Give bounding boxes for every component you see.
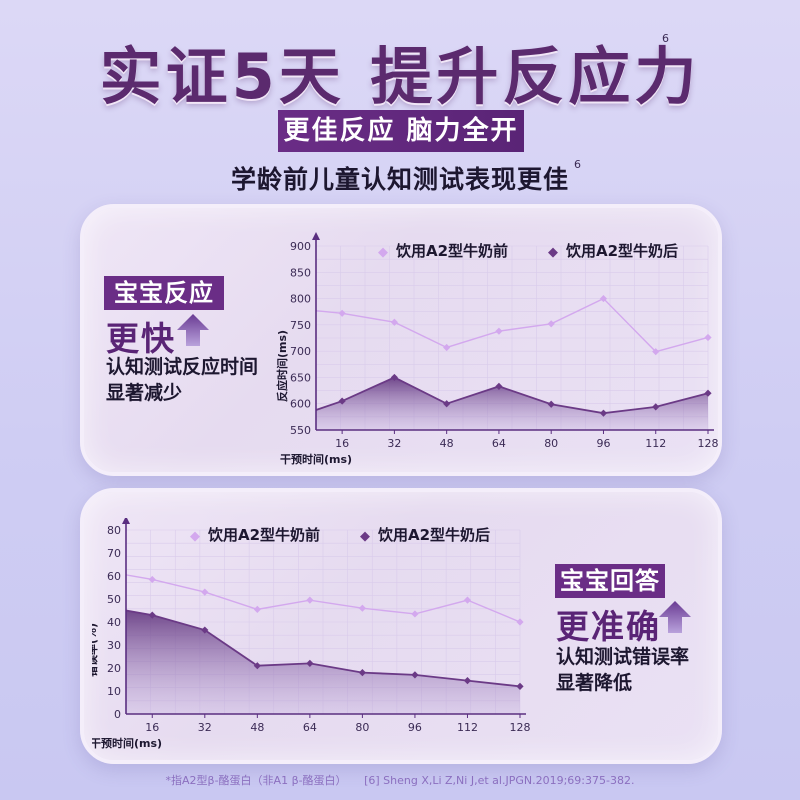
x-tick-label: 32 xyxy=(387,437,401,450)
after-point xyxy=(652,403,660,411)
after-point xyxy=(704,389,712,397)
before-point xyxy=(443,343,451,352)
y-tick-label: 60 xyxy=(107,570,121,583)
after-point xyxy=(201,626,209,634)
after-point xyxy=(358,669,366,677)
legend-marker-icon: ◆ xyxy=(548,245,558,260)
x-axis-label: 干预时间(ms) xyxy=(280,452,352,466)
x-tick-label: 80 xyxy=(544,437,558,450)
y-axis-arrow-icon xyxy=(312,232,320,240)
y-tick-label: 40 xyxy=(107,616,121,629)
page-title: 实证5天 提升反应力 xyxy=(99,40,701,113)
y-tick-label: 700 xyxy=(290,345,311,358)
x-tick-label: 96 xyxy=(596,437,610,450)
before-point xyxy=(495,327,503,335)
x-tick-label: 112 xyxy=(457,721,478,734)
x-tick-label: 96 xyxy=(408,721,422,734)
footer-citation: [6] Sheng X,Li Z,Ni J,et al.JPGN.2019;69… xyxy=(364,774,635,787)
y-tick-label: 650 xyxy=(290,371,311,384)
answer-desc-line2: 显著降低 xyxy=(556,672,633,694)
reaction-faster-text: 更快 xyxy=(106,319,176,358)
reaction-time-chart: 550 600 650 700 750 800 850 900 16 32 48 64 80 96 112 1… xyxy=(275,232,719,466)
x-tick-label: 32 xyxy=(198,721,212,734)
before-point xyxy=(599,294,608,303)
y-tick-label: 600 xyxy=(290,398,311,411)
before-point xyxy=(411,610,419,618)
x-tick-label: 48 xyxy=(250,721,264,734)
after-point xyxy=(547,400,555,408)
title-reference: 6 xyxy=(662,32,669,45)
legend-label: 饮用A2型牛奶后 xyxy=(377,526,490,544)
before-point xyxy=(516,618,524,626)
y-tick-label: 30 xyxy=(107,639,121,652)
x-tick-label: 128 xyxy=(698,437,719,450)
answer-tag: 宝宝回答 xyxy=(555,564,665,598)
before-point xyxy=(358,604,366,612)
y-axis-arrow-icon xyxy=(122,518,130,524)
legend-label: 饮用A2型牛奶前 xyxy=(395,242,508,260)
x-tick-label: 80 xyxy=(355,721,369,734)
y-tick-label: 900 xyxy=(290,240,311,253)
footer: *指A2型β-酪蛋白（非A1 β-酪蛋白） [6] Sheng X,Li Z,N… xyxy=(0,772,800,788)
y-axis-label: 反应时间(ms) xyxy=(275,330,289,402)
x-tick-label: 64 xyxy=(303,721,317,734)
before-point xyxy=(253,605,261,613)
subtitle-reference: 6 xyxy=(574,158,581,171)
y-tick-label: 800 xyxy=(290,293,311,306)
up-arrow-icon xyxy=(177,314,209,346)
y-tick-label: 80 xyxy=(107,524,121,537)
x-tick-label: 16 xyxy=(335,437,349,450)
y-tick-label: 850 xyxy=(290,266,311,279)
before-point xyxy=(390,318,398,326)
x-tick-label: 64 xyxy=(492,437,506,450)
x-tick-label: 48 xyxy=(440,437,454,450)
before-point xyxy=(148,575,156,584)
legend-marker-icon: ◆ xyxy=(360,529,370,544)
answer-accurate-text: 更准确 xyxy=(556,607,661,646)
series-after-area xyxy=(316,377,708,430)
y-tick-label: 0 xyxy=(114,708,121,721)
legend-marker-icon: ◆ xyxy=(378,245,388,260)
before-point xyxy=(547,320,555,328)
before-point xyxy=(463,596,472,604)
error-rate-chart: 0 10 20 30 40 50 60 70 80 16 32 48 64 80 96 112 128 干预时间(… xyxy=(92,518,531,750)
answer-desc-line1: 认知测试错误率 xyxy=(556,646,690,668)
legend-label: 饮用A2型牛奶前 xyxy=(207,526,320,544)
before-point xyxy=(201,588,209,596)
legend-marker-icon: ◆ xyxy=(190,529,200,544)
before-point xyxy=(704,333,712,342)
before-point xyxy=(652,348,660,356)
x-tick-label: 112 xyxy=(645,437,666,450)
y-tick-label: 10 xyxy=(107,685,121,698)
y-tick-label: 50 xyxy=(107,593,121,606)
legend-label: 饮用A2型牛奶后 xyxy=(565,242,678,260)
reaction-tag: 宝宝反应 xyxy=(104,276,224,310)
y-tick-label: 750 xyxy=(290,319,311,332)
y-tick-label: 550 xyxy=(290,424,311,437)
reaction-desc-line1: 认知测试反应时间 xyxy=(106,356,259,378)
series-after-area xyxy=(126,610,520,714)
y-tick-label: 70 xyxy=(107,547,121,560)
subtitle: 学龄前儿童认知测试表现更佳 xyxy=(230,165,569,194)
up-arrow-icon xyxy=(659,601,691,633)
x-tick-label: 128 xyxy=(510,721,531,734)
ribbon-banner: 更佳反应 脑力全开 xyxy=(278,110,524,152)
x-tick-label: 16 xyxy=(145,721,159,734)
footer-note: *指A2型β-酪蛋白（非A1 β-酪蛋白） xyxy=(165,774,347,787)
before-point xyxy=(306,596,314,604)
reaction-desc-line2: 显著减少 xyxy=(106,382,183,404)
y-tick-label: 20 xyxy=(107,662,121,675)
x-axis-label: 干预时间(ms) xyxy=(92,736,162,750)
y-axis-label: 错误率(%) xyxy=(92,623,99,677)
before-point xyxy=(338,309,346,317)
